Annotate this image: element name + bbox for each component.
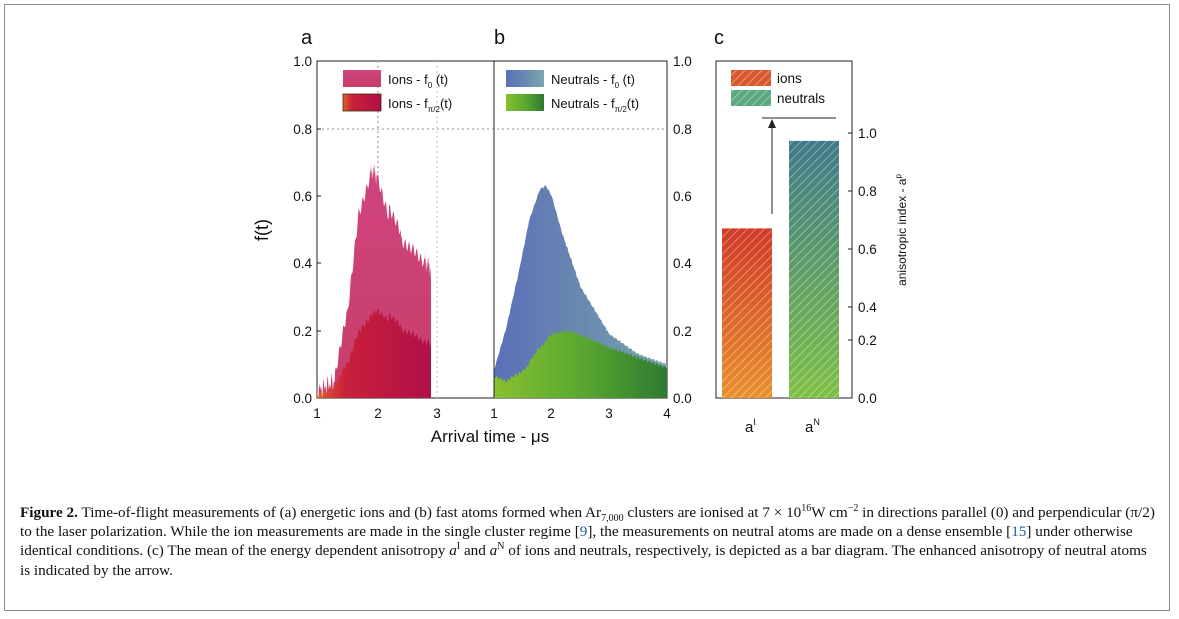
- legend-c-ions: ions: [777, 71, 802, 86]
- bar-label-aN: aN: [805, 417, 820, 436]
- x-tick-b: 4: [663, 406, 671, 421]
- x-tick-b: 3: [605, 406, 613, 421]
- figure-2-graphic: a b c 1.0 0.8 0.6 0.4 0.2 0.0 f(t): [252, 27, 909, 446]
- left-y-tick: 0.4: [293, 256, 312, 271]
- citation-link[interactable]: 15: [1011, 523, 1027, 541]
- x-tick-b: 2: [547, 406, 555, 421]
- x-axis-label: Arrival time - μs: [431, 427, 549, 446]
- area-neutrals-fpi2: [494, 328, 667, 398]
- legend-swatch-neutrals-fpi2: [506, 94, 544, 111]
- left-y-tick: 0.2: [293, 324, 312, 339]
- legend-swatch-neutrals-f0: [506, 70, 544, 87]
- right-y-axis: 1.0 0.8 0.6 0.4 0.2 0.2 0.0: [848, 126, 877, 406]
- right-y-tick: 0.2: [858, 333, 877, 348]
- area-ions-fpi2: [317, 307, 431, 398]
- panel-a-areas: [317, 161, 431, 398]
- caption-lead: Figure 2.: [20, 504, 78, 521]
- panel-c-bars: [722, 140, 839, 398]
- mid-y-tick: 0.0: [673, 391, 692, 406]
- right-y-tick: 0.0: [858, 391, 877, 406]
- left-y-axis: 1.0 0.8 0.6 0.4 0.2 0.0: [293, 54, 321, 406]
- legend-c: ions neutrals: [731, 70, 825, 106]
- panel-label-c: c: [714, 27, 724, 49]
- x-axis: 1 2 3 1 2 3 4: [313, 406, 671, 421]
- x-tick-a: 3: [433, 406, 441, 421]
- plot-ab: 1.0 0.8 0.6 0.4 0.2 0.0 f(t) 1.0 0.8 0.6…: [252, 54, 692, 446]
- middle-y-axis: 1.0 0.8 0.6 0.4 0.2 0.0: [673, 54, 692, 406]
- legend-b-item-1: Neutrals - fπ/2(t): [551, 96, 639, 114]
- right-y-tick: 0.8: [858, 184, 877, 199]
- figure-caption: Figure 2. Time-of-flight measurements of…: [20, 502, 1155, 579]
- legend-swatch-ions-fpi2: [342, 93, 382, 112]
- legend-b-item-0: Neutrals - f0 (t): [551, 72, 635, 90]
- mid-y-tick: 0.6: [673, 189, 692, 204]
- legend-b: Neutrals - f0 (t) Neutrals - fπ/2(t): [506, 70, 639, 114]
- bar-ions-hatch: [722, 228, 772, 398]
- panel-label-a: a: [301, 27, 313, 49]
- legend-a-item-1: Ions - fπ/2(t): [388, 96, 452, 114]
- right-y-tick: 0.4: [858, 300, 877, 315]
- left-y-tick: 0.0: [293, 391, 312, 406]
- mid-y-tick: 0.4: [673, 256, 692, 271]
- bar-label-aI: aI: [745, 417, 756, 436]
- right-y-tick: 1.0: [858, 126, 877, 141]
- mid-y-tick: 1.0: [673, 54, 692, 69]
- x-tick-a: 2: [374, 406, 382, 421]
- left-y-tick: 1.0: [293, 54, 312, 69]
- right-y-tick: 0.6: [858, 242, 877, 257]
- left-y-label: f(t): [252, 219, 272, 241]
- mid-y-tick: 0.2: [673, 324, 692, 339]
- bar-neutrals-hatch: [789, 140, 839, 398]
- panel-b-areas: [494, 184, 667, 398]
- legend-a-item-0: Ions - f0 (t): [388, 72, 448, 90]
- legend-a: Ions - f0 (t) Ions - fπ/2(t): [342, 70, 452, 114]
- legend-c-neutrals: neutrals: [777, 91, 825, 106]
- anisotropy-arrow: [762, 117, 836, 214]
- left-y-tick: 0.6: [293, 189, 312, 204]
- left-y-tick: 0.8: [293, 122, 312, 137]
- right-y-label: anisotropic index - ap: [894, 174, 909, 286]
- plot-c: ions neutrals 1.0 0.8 0.6 0.4 0.2 0.2 0.…: [715, 60, 909, 436]
- x-tick-b: 1: [490, 406, 498, 421]
- citation-link[interactable]: 9: [579, 523, 588, 541]
- mid-y-tick: 0.8: [673, 122, 692, 137]
- panel-label-b: b: [494, 27, 505, 49]
- legend-swatch-ions-f0: [343, 70, 381, 87]
- area-neutrals-f0: [494, 184, 667, 398]
- x-tick-a: 1: [313, 406, 321, 421]
